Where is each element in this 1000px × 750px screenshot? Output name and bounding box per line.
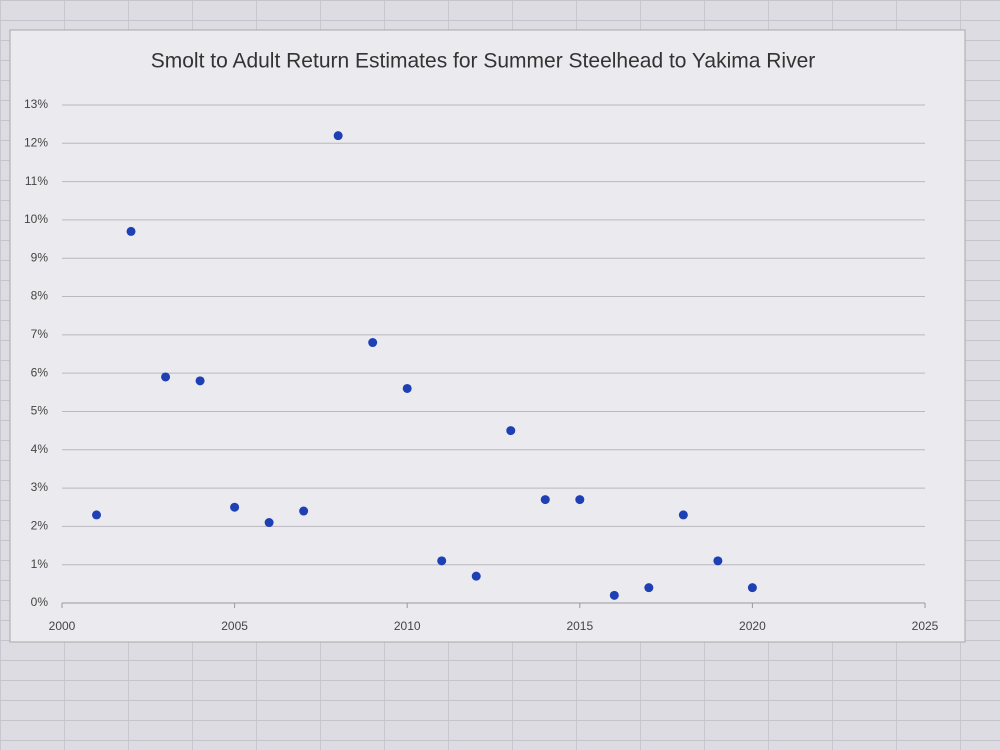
point <box>230 502 240 512</box>
chart-area <box>9 29 966 643</box>
y-tick-label: 1% <box>31 557 49 571</box>
point <box>644 583 654 593</box>
point <box>402 383 412 393</box>
y-tick-label: 11% <box>25 174 48 188</box>
y-tick-label: 6% <box>31 365 49 379</box>
point <box>609 590 619 600</box>
point <box>195 376 205 386</box>
point <box>437 556 447 566</box>
point <box>126 226 136 236</box>
x-tick-label: 2010 <box>394 619 421 633</box>
point <box>264 518 274 528</box>
y-tick-label: 8% <box>31 289 49 303</box>
point <box>540 495 550 505</box>
x-tick-label: 2020 <box>739 619 766 633</box>
y-tick-label: 12% <box>24 135 48 149</box>
point <box>299 506 309 516</box>
y-tick-label: 7% <box>31 327 49 341</box>
point <box>471 571 481 581</box>
point <box>333 131 343 141</box>
x-tick-label: 2025 <box>912 619 939 633</box>
x-tick-label: 2015 <box>566 619 593 633</box>
y-tick-label: 5% <box>31 404 49 418</box>
chart-title: Smolt to Adult Return Estimates for Summ… <box>151 50 816 73</box>
y-tick-label: 0% <box>31 595 49 609</box>
x-tick-label: 2000 <box>49 619 76 633</box>
point <box>575 495 585 505</box>
y-tick-label: 9% <box>31 250 49 264</box>
point <box>368 338 378 348</box>
point <box>713 556 723 566</box>
y-tick-label: 4% <box>31 442 49 456</box>
point <box>747 583 757 593</box>
point <box>678 510 688 520</box>
point <box>506 426 516 436</box>
y-tick-label: 10% <box>24 212 48 226</box>
point <box>92 510 102 520</box>
y-tick-label: 2% <box>31 519 49 533</box>
y-tick-label: 13% <box>24 97 48 111</box>
y-tick-label: 3% <box>31 480 49 494</box>
x-tick-label: 2005 <box>221 619 248 633</box>
point <box>161 372 171 382</box>
